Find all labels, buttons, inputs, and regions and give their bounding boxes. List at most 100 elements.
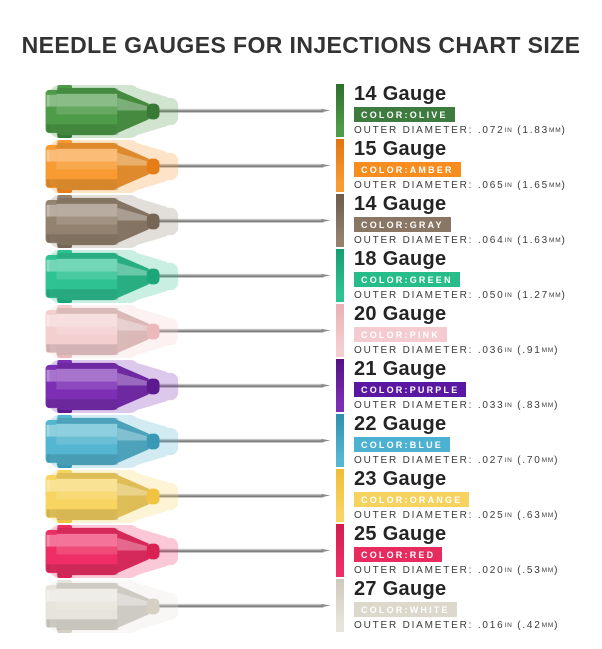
needle-row: 14 Gauge COLOR:GRAY OUTER DIAMETER: .064… [36, 194, 602, 249]
outer-diameter-text: OUTER DIAMETER: .065IN (1.65MM) [354, 180, 567, 191]
gauge-info: 27 Gauge COLOR:WHITE OUTER DIAMETER: .01… [336, 579, 559, 634]
needle-hub [45, 194, 119, 249]
gauge-title: 25 Gauge [354, 523, 447, 545]
needle-cone [117, 254, 160, 299]
gauge-color-bar [336, 414, 344, 467]
gauge-color-bar [336, 139, 344, 192]
needle-graphic-slot [36, 524, 336, 579]
needle-illustration [45, 579, 331, 634]
needle-cap-ghost [49, 469, 179, 524]
needle-graphic-slot [36, 359, 336, 414]
needle-row: 23 Gauge COLOR:ORANGE OUTER DIAMETER: .0… [36, 469, 602, 524]
needle-row: 15 Gauge COLOR:AMBER OUTER DIAMETER: .06… [36, 139, 602, 194]
gauge-info: 14 Gauge COLOR:OLIVE OUTER DIAMETER: .07… [336, 84, 567, 139]
needle-cone [117, 144, 160, 189]
needle-graphic-slot [36, 579, 336, 634]
needle-row: 14 Gauge COLOR:OLIVE OUTER DIAMETER: .07… [36, 84, 602, 139]
outer-diameter-text: OUTER DIAMETER: .025IN (.63MM) [354, 510, 560, 521]
needle-illustration [45, 139, 331, 194]
needle-hub [45, 414, 119, 469]
needle-shaft [157, 438, 331, 443]
needle-shaft [157, 108, 331, 113]
gauge-color-bar [336, 469, 344, 522]
gauge-title: 14 Gauge [354, 193, 447, 215]
needle-graphic-slot [36, 249, 336, 304]
gauge-info: 20 Gauge COLOR:PINK OUTER DIAMETER: .036… [336, 304, 559, 359]
needle-cap-ghost [49, 304, 179, 359]
gauge-color-bar [336, 359, 344, 412]
gauge-color-bar [336, 579, 344, 632]
needle-cone [117, 529, 160, 574]
needle-cone [117, 309, 160, 354]
needle-illustration [45, 194, 331, 249]
needle-cap-ghost [49, 139, 179, 194]
needle-illustration [45, 249, 331, 304]
needle-cone [117, 199, 160, 244]
needle-row: 20 Gauge COLOR:PINK OUTER DIAMETER: .036… [36, 304, 602, 359]
outer-diameter-text: OUTER DIAMETER: .027IN (.70MM) [354, 455, 560, 466]
needle-cone [117, 584, 160, 629]
needle-cone [117, 364, 160, 409]
needle-cap-ghost [49, 84, 179, 139]
gauge-title: 14 Gauge [354, 83, 447, 105]
needle-illustration [45, 524, 331, 579]
gauge-info: 23 Gauge COLOR:ORANGE OUTER DIAMETER: .0… [336, 469, 559, 524]
needle-hub [45, 249, 119, 304]
outer-diameter-text: OUTER DIAMETER: .064IN (1.63MM) [354, 235, 567, 246]
needle-cap-ghost [49, 414, 179, 469]
gauge-title: 22 Gauge [354, 413, 447, 435]
needle-graphic-slot [36, 139, 336, 194]
outer-diameter-text: OUTER DIAMETER: .072IN (1.83MM) [354, 125, 567, 136]
color-badge: COLOR:WHITE [354, 602, 457, 617]
needle-cone [117, 89, 160, 134]
needle-illustration [45, 359, 331, 414]
needle-cap-ghost [49, 524, 179, 579]
needle-cap-ghost [49, 359, 179, 414]
gauge-color-bar [336, 524, 344, 577]
needle-shaft [157, 383, 331, 388]
gauge-info: 21 Gauge COLOR:PURPLE OUTER DIAMETER: .0… [336, 359, 559, 414]
needle-shaft [157, 273, 331, 278]
needle-cap-ghost [49, 579, 179, 634]
needle-row: 18 Gauge COLOR:GREEN OUTER DIAMETER: .05… [36, 249, 602, 304]
needle-row: 25 Gauge COLOR:RED OUTER DIAMETER: .020I… [36, 524, 602, 579]
needle-shaft [157, 163, 331, 168]
needle-illustration [45, 469, 331, 524]
gauge-color-bar [336, 84, 344, 137]
needle-hub [45, 304, 119, 359]
needle-hub [45, 579, 119, 634]
outer-diameter-text: OUTER DIAMETER: .050IN (1.27MM) [354, 290, 567, 301]
needle-shaft [157, 548, 331, 553]
needle-row: 27 Gauge COLOR:WHITE OUTER DIAMETER: .01… [36, 579, 602, 634]
needle-graphic-slot [36, 194, 336, 249]
needle-illustration [45, 84, 331, 139]
gauge-color-bar [336, 249, 344, 302]
needle-hub [45, 139, 119, 194]
needle-hub [45, 84, 119, 139]
gauge-title: 23 Gauge [354, 468, 447, 490]
gauge-info: 15 Gauge COLOR:AMBER OUTER DIAMETER: .06… [336, 139, 567, 194]
needle-shaft [157, 328, 331, 333]
needle-hub [45, 524, 119, 579]
color-badge: COLOR:OLIVE [354, 107, 455, 122]
needle-hub [45, 469, 119, 524]
needle-graphic-slot [36, 469, 336, 524]
color-badge: COLOR:GRAY [354, 217, 451, 232]
needle-graphic-slot [36, 304, 336, 359]
gauge-title: 18 Gauge [354, 248, 447, 270]
color-badge: COLOR:GREEN [354, 272, 460, 287]
outer-diameter-text: OUTER DIAMETER: .033IN (.83MM) [354, 400, 560, 411]
outer-diameter-text: OUTER DIAMETER: .036IN (.91MM) [354, 345, 560, 356]
gauge-title: 21 Gauge [354, 358, 447, 380]
color-badge: COLOR:PINK [354, 327, 447, 342]
needle-graphic-slot [36, 414, 336, 469]
needle-shaft [157, 218, 331, 223]
needle-hub [45, 359, 119, 414]
color-badge: COLOR:RED [354, 547, 443, 562]
needle-row: 21 Gauge COLOR:PURPLE OUTER DIAMETER: .0… [36, 359, 602, 414]
gauge-info: 18 Gauge COLOR:GREEN OUTER DIAMETER: .05… [336, 249, 567, 304]
needle-cone [117, 474, 160, 519]
gauge-info: 25 Gauge COLOR:RED OUTER DIAMETER: .020I… [336, 524, 559, 579]
outer-diameter-text: OUTER DIAMETER: .016IN (.42MM) [354, 620, 560, 631]
